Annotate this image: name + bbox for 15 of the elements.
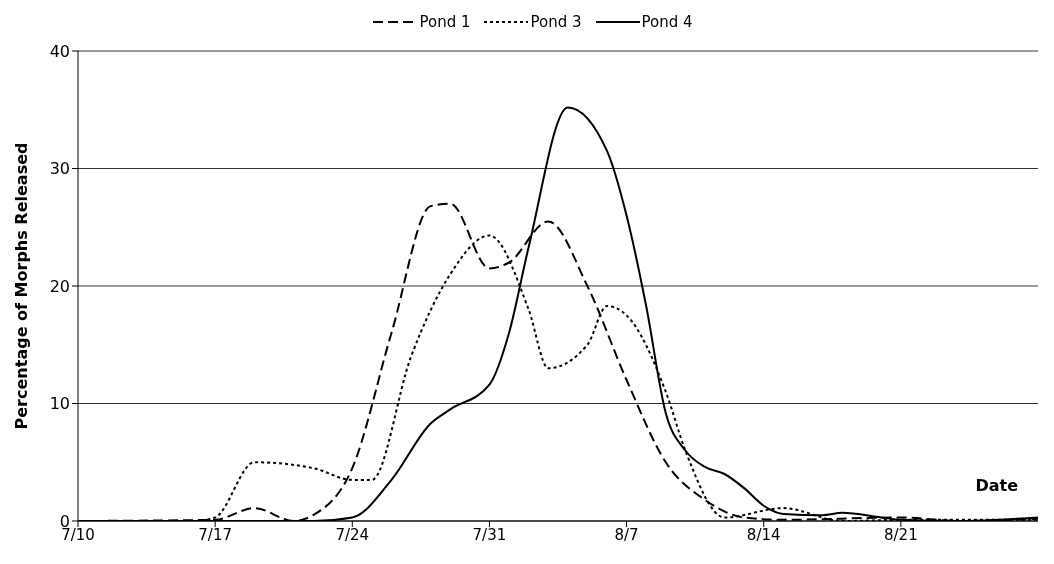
x-tick-label: 7/31 — [472, 525, 507, 544]
y-tick-label: 40 — [49, 41, 70, 61]
x-tick-label: 8/7 — [614, 525, 639, 544]
y-tick-label: 30 — [49, 159, 70, 179]
legend-label: Pond 1 — [419, 13, 471, 31]
legend-label: Pond 4 — [641, 13, 693, 31]
x-tick-label: 7/17 — [198, 525, 232, 544]
y-axis-title: Percentage of Morphs Released — [11, 142, 31, 430]
x-tick-label: 7/24 — [335, 525, 370, 544]
y-tick-label: 10 — [49, 394, 70, 414]
x-axis-title: Date — [975, 476, 1019, 495]
x-tick-label: 8/21 — [884, 525, 918, 544]
y-tick-label: 20 — [49, 276, 70, 296]
x-tick-label: 8/14 — [746, 525, 781, 544]
legend-label: Pond 3 — [530, 13, 582, 31]
